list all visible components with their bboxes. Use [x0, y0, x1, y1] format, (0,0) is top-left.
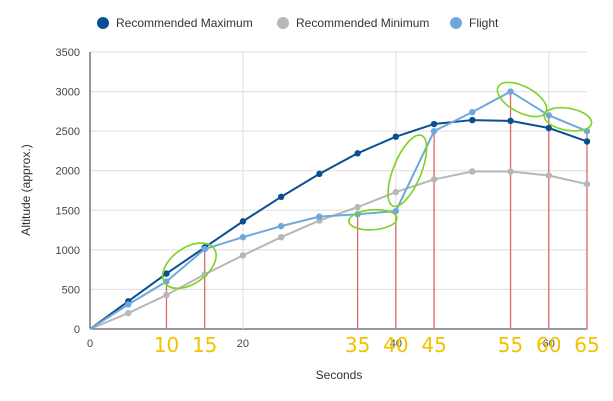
legend-label: Recommended Maximum [116, 16, 253, 30]
x-tick-label: 20 [237, 338, 249, 350]
data-point [354, 150, 361, 157]
x-tick-label: 0 [87, 338, 93, 350]
data-point [507, 168, 514, 175]
handwritten-label: 35 [345, 333, 370, 357]
data-point [163, 291, 170, 299]
data-point [354, 203, 361, 211]
data-point [469, 168, 476, 175]
series-line [89, 170, 588, 330]
grid-layer [89, 51, 587, 330]
handwritten-label: 40 [383, 333, 408, 357]
data-point [239, 218, 247, 225]
x-tick-label: 40 [390, 338, 402, 350]
legend-label: Recommended Minimum [296, 16, 429, 30]
annotation-layer: 10 15 35 40 45 55 60 65 [154, 90, 600, 357]
data-point [277, 233, 285, 241]
data-point [277, 222, 285, 230]
data-point [430, 127, 438, 135]
y-tick-label: 0 [74, 324, 80, 336]
legend: Recommended Maximum Recommended Minimum Fl… [97, 16, 499, 30]
data-point [125, 309, 132, 317]
highlight-circles-layer [161, 81, 593, 290]
x-tick-label: 60 [543, 338, 555, 350]
y-tick-label: 1000 [56, 245, 80, 257]
series-line [89, 90, 588, 330]
y-tick-label: 500 [62, 284, 80, 296]
data-point [316, 213, 323, 220]
data-point [201, 245, 208, 253]
highlight-circle [348, 208, 398, 231]
series-layer [89, 88, 591, 330]
y-axis-title: Altitude (approx.) [19, 144, 33, 235]
data-point [430, 176, 438, 183]
handwritten-label: 65 [574, 333, 599, 357]
data-point [392, 188, 400, 196]
data-point [430, 120, 438, 128]
data-point [239, 233, 247, 241]
data-point [392, 133, 400, 140]
data-point [392, 207, 400, 215]
y-tick-label: 3500 [56, 47, 80, 59]
y-tick-label: 2000 [56, 166, 80, 178]
handwritten-label: 10 [154, 333, 179, 357]
data-point [507, 88, 514, 95]
legend-marker [277, 17, 289, 29]
handwritten-label: 55 [498, 333, 523, 357]
data-point [507, 117, 514, 125]
data-point [545, 112, 552, 119]
data-point [545, 172, 552, 179]
axis-layer: 0 500 1000 1500 2000 2500 3000 3500 0 20 40 60 [56, 47, 555, 350]
series-line [89, 119, 588, 330]
data-point [469, 116, 476, 124]
data-point [583, 180, 591, 188]
data-point [583, 138, 591, 145]
y-tick-label: 2500 [56, 126, 80, 138]
data-point [239, 252, 247, 259]
y-tick-label: 1500 [56, 205, 80, 217]
highlight-circle [543, 106, 593, 132]
data-point [316, 170, 323, 178]
data-point [125, 301, 132, 308]
handwritten-label: 45 [421, 333, 446, 357]
handwritten-label: 60 [536, 333, 561, 357]
data-point [277, 193, 285, 201]
highlight-circle [161, 242, 217, 290]
data-point [163, 270, 170, 277]
highlight-circle [387, 134, 428, 208]
data-point [469, 108, 476, 116]
legend-label: Flight [469, 16, 499, 30]
x-axis-title: Seconds [316, 368, 363, 382]
data-point [545, 124, 552, 132]
legend-marker [97, 17, 109, 29]
y-tick-label: 3000 [56, 87, 80, 99]
handwritten-label: 15 [192, 333, 217, 357]
legend-marker [450, 17, 462, 29]
